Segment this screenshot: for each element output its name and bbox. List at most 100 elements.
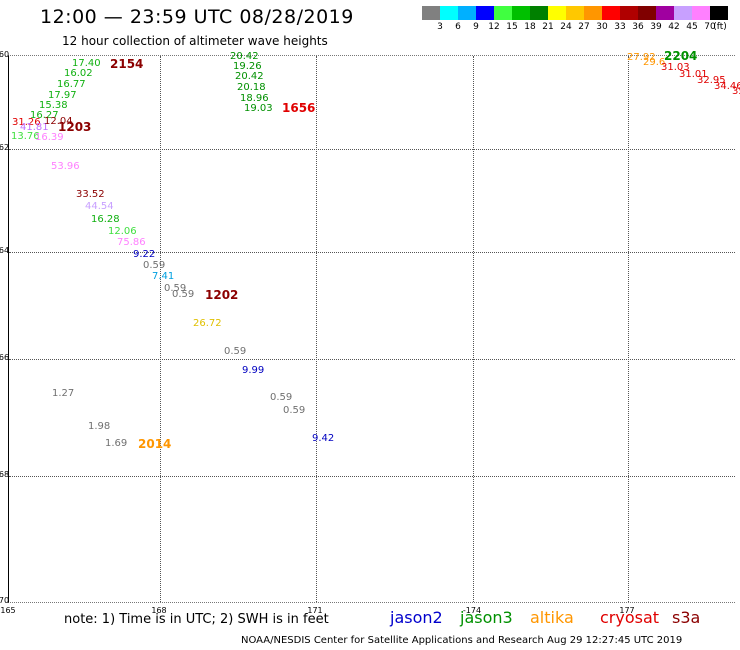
pass-time-label: 1202 [205,288,239,302]
wave-height-value: 15.38 [39,100,68,111]
latitude-label: -70 [0,596,10,605]
wave-height-value: 16.39 [35,132,64,143]
wave-height-value: 9.99 [242,365,265,376]
wave-height-value: 33.52 [76,189,105,200]
latitude-label: -66 [0,353,10,362]
chart-subtitle: 12 hour collection of altimeter wave hei… [62,34,328,48]
wave-height-value: 20.42 [235,71,264,82]
longitude-label: 171 [307,606,323,615]
longitude-label: -174 [462,606,482,615]
color-legend-label: 30 [596,22,608,32]
latitude-gridline [9,149,735,150]
wave-height-value: 0.59 [224,346,247,357]
wave-height-value: 26.72 [193,318,222,329]
color-swatch [584,6,602,20]
color-swatch [440,6,458,20]
wave-height-value: 16.77 [57,79,86,90]
color-legend-label: 15 [506,22,518,32]
wave-height-value: 20.18 [237,82,266,93]
wave-height-value: 31.01 [679,69,708,80]
wave-height-value: 1.27 [52,388,75,399]
color-swatch [548,6,566,20]
color-legend-label: 3 [437,22,443,32]
wave-height-value: 17.40 [72,58,101,69]
color-legend-label: 18 [524,22,536,32]
wave-height-value: 31.03 [661,62,690,73]
color-legend-label: 33 [614,22,626,32]
longitude-label: 168 [151,606,167,615]
color-swatch [656,6,674,20]
wave-height-value: 0.59 [143,260,166,271]
color-legend-label: 12 [488,22,500,32]
wave-height-value: 18.96 [240,93,269,104]
wave-height-value: 0.59 [172,289,195,300]
wave-height-value: 16.02 [64,68,93,79]
wave-height-value: 0.59 [283,405,306,416]
pass-time-label: 1656 [282,101,316,115]
wave-height-value: 13.76 [11,131,40,142]
color-swatch [620,6,638,20]
color-legend-label: 70 [704,22,716,32]
wave-height-value: 20.42 [230,51,259,62]
color-legend-label: 21 [542,22,554,32]
wave-height-value: 12.04 [44,116,73,127]
color-legend-label: 24 [560,22,572,32]
color-swatch [710,6,728,20]
longitude-gridline [628,56,629,602]
color-legend-label: 36 [632,22,644,32]
wave-height-value: 12.06 [108,226,137,237]
footnote: note: 1) Time is in UTC; 2) SWH is in fe… [64,612,329,627]
color-swatch [530,6,548,20]
chart-title: 12:00 — 23:59 UTC 08/28/2019 [40,6,354,28]
color-legend-label: 6 [455,22,461,32]
color-swatch [476,6,494,20]
pass-time-label: 2014 [138,437,172,451]
latitude-gridline [9,252,735,253]
color-legend-label: 42 [668,22,680,32]
pass-time-label: 1203 [58,120,92,134]
wave-height-value: 29.6 [643,57,666,68]
wave-height-value: 44.54 [85,201,114,212]
satellite-legend-cryosat: cryosat [600,608,660,627]
wave-height-value: 7.41 [152,271,175,282]
color-legend-label: 45 [686,22,698,32]
wave-height-value: 0.59 [164,283,187,294]
wave-height-value: 35 [732,86,740,97]
satellite-legend-jason3: jason3 [460,608,513,627]
color-swatch [422,6,440,20]
color-swatch [566,6,584,20]
color-swatch [494,6,512,20]
wave-height-value: 34.46 [714,81,740,92]
color-legend-label: 27 [578,22,590,32]
map-plot-area [8,55,735,603]
wave-height-value: 16.27 [30,110,59,121]
wave-height-value: 0.59 [270,392,293,403]
longitude-gridline [160,56,161,602]
latitude-label: -60 [0,50,10,59]
color-legend [422,6,728,20]
wave-height-value: 9.42 [312,433,335,444]
wave-height-value: 9.22 [133,249,156,260]
latitude-gridline [9,359,735,360]
wave-height-value: 27.92 [627,52,656,63]
credit-line: NOAA/NESDIS Center for Satellite Applica… [241,635,683,646]
longitude-label: 165 [0,606,16,615]
color-swatch [602,6,620,20]
pass-time-label: 2154 [110,57,144,71]
latitude-gridline [9,476,735,477]
color-swatch [674,6,692,20]
color-legend-label: 9 [473,22,479,32]
color-swatch [512,6,530,20]
wave-height-value: 31.26 [12,117,41,128]
longitude-label: 177 [619,606,635,615]
color-swatch [458,6,476,20]
wave-height-value: 17.97 [48,90,77,101]
wave-height-value: 32.95 [697,75,726,86]
latitude-label: -64 [0,246,10,255]
latitude-label: -68 [0,470,10,479]
satellite-legend-jason2: jason2 [390,608,443,627]
wave-height-value: 16.28 [91,214,120,225]
longitude-gridline [316,56,317,602]
wave-height-value: 1.69 [105,438,128,449]
satellite-legend-altika: altika [530,608,574,627]
